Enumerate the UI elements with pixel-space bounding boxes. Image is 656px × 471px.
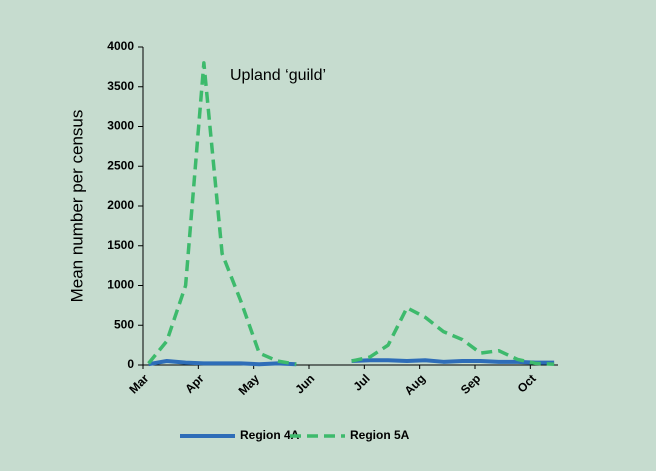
y-tick-label: 1500 xyxy=(107,238,134,252)
y-tick-label: 3500 xyxy=(107,79,134,93)
x-tick-label: Jul xyxy=(351,371,373,393)
y-tick-label: 2500 xyxy=(107,158,134,172)
y-tick-label: 4000 xyxy=(107,39,134,53)
x-tick-label: Jun xyxy=(292,371,317,396)
y-tick-label: 3000 xyxy=(107,119,134,133)
legend-label: Region 5A xyxy=(350,428,410,442)
annotation: Upland ‘guild’ xyxy=(230,67,326,84)
x-tick-label: May xyxy=(236,371,263,398)
y-tick-label: 2000 xyxy=(107,198,134,212)
y-tick-label: 0 xyxy=(127,357,134,371)
legend-label: Region 4A xyxy=(240,428,300,442)
y-axis-label: Mean number per census xyxy=(67,110,86,303)
series-line xyxy=(147,61,555,366)
x-tick-label: Oct xyxy=(515,371,539,395)
y-tick-label: 1000 xyxy=(107,278,134,292)
y-tick-label: 500 xyxy=(114,317,134,331)
x-tick-label: Sep xyxy=(458,371,483,396)
x-tick-label: Apr xyxy=(182,371,207,396)
x-tick-label: Aug xyxy=(402,371,428,397)
x-tick-label: Mar xyxy=(126,371,151,396)
series-line xyxy=(148,358,555,367)
